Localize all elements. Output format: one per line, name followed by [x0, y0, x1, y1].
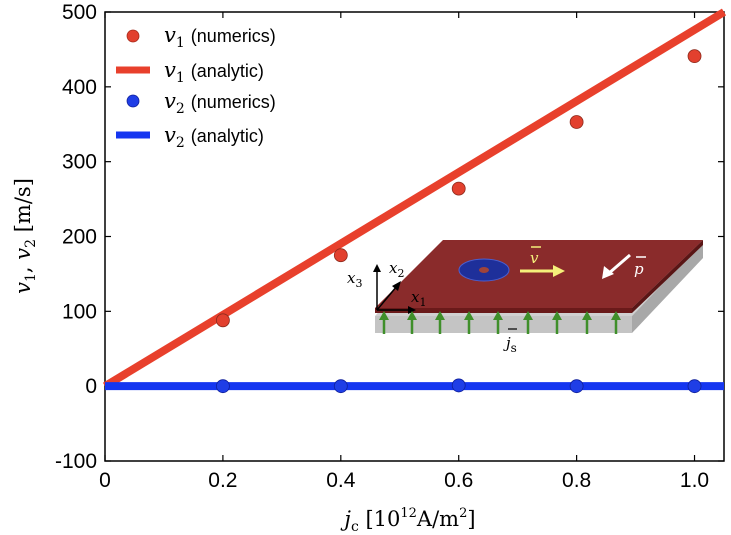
inset-x1-arrowhead: [408, 306, 416, 314]
data-point-v1-numerics-: [687, 49, 702, 64]
y-tick-label: 500: [62, 1, 97, 24]
y-tick-label: 100: [62, 300, 97, 323]
x-tick-label: 1.0: [680, 469, 709, 492]
inset-p-arrowhead: [602, 266, 614, 279]
inset-p-label: p: [634, 260, 644, 278]
current-arrowhead: [523, 311, 533, 320]
legend-marker-v1-numerics: [126, 29, 140, 43]
series-line-v1-analytic-: [102, 8, 727, 390]
current-arrowhead: [552, 311, 562, 320]
current-arrowhead: [435, 311, 445, 320]
inset-x2-label: x2: [389, 259, 404, 280]
y-tick-label: -100: [55, 450, 97, 473]
inset-v-label: v: [530, 249, 539, 267]
inset-x2-arrowhead: [392, 281, 401, 291]
x-tick-label: 0.6: [444, 469, 473, 492]
y-tick-label: 400: [62, 76, 97, 99]
x-tick-label: 0.8: [562, 469, 591, 492]
data-point-v2-numerics-: [451, 378, 466, 393]
current-arrowhead: [379, 311, 389, 320]
current-arrowhead: [493, 311, 503, 320]
inset-x1-label: x1: [411, 288, 426, 309]
inset-current-arrows: [379, 311, 621, 334]
inset-skyrmion-core: [479, 267, 489, 273]
x-tick-label: 0: [99, 469, 111, 492]
inset-p-arrow: [607, 253, 631, 276]
inset-x2-axis: [376, 285, 398, 311]
legend-label-1: v1 (analytic): [164, 58, 264, 86]
inset-v-arrowhead: [553, 265, 565, 277]
y-tick-label: 0: [85, 375, 97, 398]
legend-marker-v2-numerics: [126, 94, 140, 108]
legend: [116, 29, 150, 139]
y-tick-label: 200: [62, 226, 97, 249]
inset-x3-arrowhead: [373, 264, 381, 272]
inset-substrate-side: [632, 241, 703, 333]
x-axis-title: jc [1012A/m2]: [340, 506, 475, 535]
inset-diagram: x3 x2 x1 v p js: [347, 240, 703, 355]
y-axis-title: v1, v2 [m/s]: [11, 178, 39, 294]
inset-x3-label: x3: [347, 269, 362, 290]
legend-label-0: v1 (numerics): [164, 23, 276, 51]
inset-film-front: [375, 308, 632, 313]
inset-film-top: [375, 240, 703, 308]
data-point-v1-numerics-: [451, 181, 466, 196]
current-arrowhead: [611, 311, 621, 320]
inset-film-side: [632, 240, 703, 313]
x-tick-label: 0.2: [208, 469, 237, 492]
legend-label-2: v2 (numerics): [164, 89, 276, 117]
data-point-v1-numerics-: [569, 115, 584, 129]
data-point-v2-numerics-: [216, 379, 230, 394]
y-tick-label: 300: [62, 151, 97, 174]
data-point-v2-numerics-: [687, 379, 702, 394]
data-point-v1-numerics-: [216, 313, 230, 328]
data-point-v2-numerics-: [569, 379, 584, 394]
inset-js-label: js: [503, 334, 517, 355]
x-tick-label: 0.4: [326, 469, 356, 492]
data-point-v1-numerics-: [333, 248, 348, 263]
legend-label-3: v2 (analytic): [164, 123, 264, 151]
current-arrowhead: [464, 311, 474, 320]
current-arrowhead: [582, 311, 592, 320]
data-point-v2-numerics-: [333, 379, 348, 394]
current-arrowhead: [407, 311, 417, 320]
